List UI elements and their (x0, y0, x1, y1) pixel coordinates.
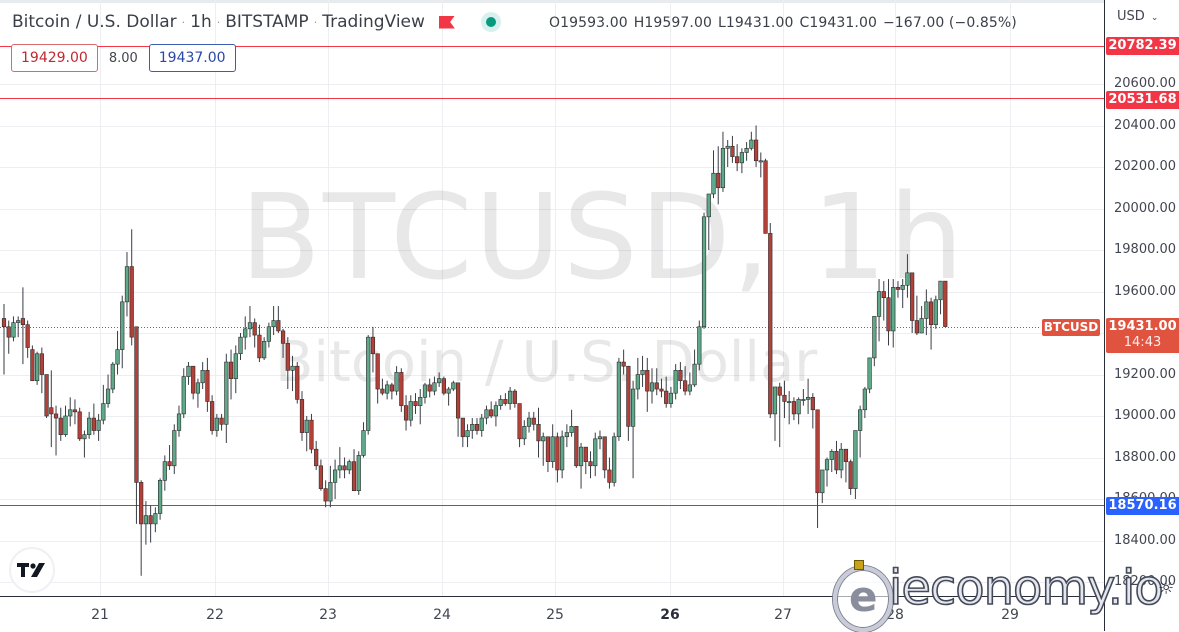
time-scale[interactable]: 21 22 23 24 25 26 27 28 29 (0, 596, 1104, 632)
tradingview-logo[interactable] (9, 547, 55, 593)
series-symbol-tag: BTCUSD (1042, 319, 1100, 336)
chart-grid (0, 0, 1104, 596)
legend-interval[interactable]: 1h (190, 12, 212, 32)
price-tick-label: 19000.00 (1114, 408, 1177, 423)
ohlc-high: H19597.00 (633, 15, 712, 31)
price-tick-label: 19600.00 (1114, 283, 1177, 299)
watermark-description: Bitcoin / U.S. Dollar (275, 330, 818, 395)
brand-name: ieconomy.io (888, 560, 1164, 616)
buy-sell-panel: 19429.00 8.00 19437.00 (11, 44, 236, 72)
time-tick-label: 29 (1001, 607, 1019, 623)
legend-symbol[interactable]: Bitcoin / U.S. Dollar (12, 12, 177, 32)
chart-legend[interactable]: Bitcoin / U.S. Dollar · 1h · BITSTAMP · … (12, 12, 501, 32)
price-tick-label: 20600.00 (1114, 76, 1177, 91)
price-tick-label: 18800.00 (1114, 449, 1177, 465)
legend-exchange: BITSTAMP (225, 12, 309, 32)
market-status-icon[interactable] (480, 12, 501, 32)
time-tick-label: 25 (546, 607, 564, 623)
ohlc-change: −167.00 (−0.85%) (882, 15, 1017, 31)
ohlc-open: O19593.00 (549, 15, 628, 31)
buy-button[interactable]: 19437.00 (148, 44, 236, 72)
last-price-tag: 19431.00 14:43 (1106, 318, 1179, 353)
price-tick-label: 19200.00 (1114, 366, 1177, 382)
price-tick-label: 18400.00 (1114, 532, 1177, 548)
top-border (0, 0, 1179, 3)
chart-pane[interactable]: BTCUSD, 1h Bitcoin / U.S. Dollar Bitcoin… (0, 0, 1104, 596)
ieconomy-watermark: ieconomy.io (827, 560, 1179, 632)
ohlc-values: O19593.00 H19597.00 L19431.00 C19431.00 −167… (549, 15, 1023, 31)
ohlc-low: L19431.00 (717, 15, 794, 31)
logo-dot (854, 560, 864, 570)
time-tick-label: 26 (660, 607, 680, 623)
price-tick-label: 20000.00 (1114, 200, 1177, 216)
watermark-symbol: BTCUSD, 1h (240, 168, 966, 306)
price-tick-label: 20200.00 (1114, 159, 1177, 174)
time-tick-label: 22 (206, 607, 224, 623)
last-price-value: 19431.00 (1108, 319, 1177, 334)
sell-button[interactable]: 19429.00 (11, 44, 98, 72)
settings-gear-icon[interactable]: ☼ (1158, 578, 1175, 599)
spread-value: 8.00 (108, 50, 138, 66)
legend-separator: · (181, 15, 186, 29)
level-tag-20531: 20531.68 (1106, 91, 1179, 109)
candlestick-series[interactable] (0, 0, 1104, 596)
price-scale[interactable]: USD ⌄ 20600.00 20400.00 20200.00 20000.00 19… (1104, 0, 1179, 631)
flag-icon[interactable] (438, 15, 455, 29)
currency-label: USD (1117, 9, 1145, 24)
price-tick-label: 20400.00 (1114, 117, 1177, 133)
tradingview-logo-icon (17, 563, 45, 577)
level-tag-20782: 20782.39 (1106, 37, 1179, 55)
legend-separator: · (313, 15, 318, 29)
currency-selector[interactable]: USD ⌄ (1117, 9, 1158, 24)
time-tick-label: 24 (433, 607, 451, 623)
legend-separator: · (216, 15, 221, 29)
chevron-down-icon: ⌄ (1150, 13, 1159, 23)
level-tag-18570: 18570.16 (1106, 497, 1179, 515)
time-tick-label: 27 (774, 607, 792, 623)
price-tick-label: 19800.00 (1114, 242, 1177, 257)
ohlc-close: C19431.00 (799, 15, 877, 31)
time-tick-label: 21 (91, 607, 109, 623)
legend-provider: TradingView (322, 12, 425, 32)
ieconomy-logo-icon (833, 566, 893, 632)
bar-countdown: 14:43 (1123, 335, 1162, 350)
price-tick-label: 18200.00 (1114, 574, 1177, 589)
time-tick-label: 23 (319, 607, 337, 623)
